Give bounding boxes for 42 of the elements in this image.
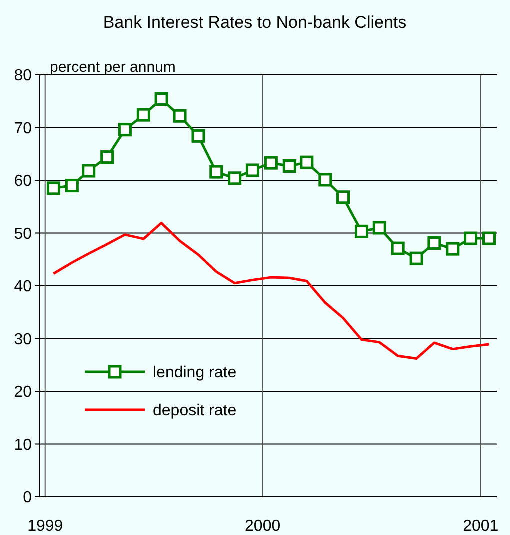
legend-label: lending rate — [153, 364, 237, 382]
y-tick-label: 30 — [14, 331, 32, 348]
point — [482, 232, 496, 246]
y-tick-label: 50 — [14, 226, 32, 243]
point — [228, 172, 242, 186]
point — [192, 129, 206, 143]
point — [464, 232, 478, 246]
point — [154, 92, 168, 106]
y-tick-label: 80 — [14, 68, 32, 85]
y-tick-label: 60 — [14, 173, 32, 190]
y-tick-label: 70 — [14, 120, 32, 138]
point — [318, 173, 332, 187]
point — [410, 252, 424, 266]
y-axis-title: percent per annum — [50, 59, 176, 76]
x-tick-label: 1999 — [28, 518, 64, 535]
line-series — [52, 222, 491, 360]
y-tick-label: 20 — [14, 384, 32, 402]
point — [82, 164, 96, 178]
point — [282, 160, 296, 174]
point — [100, 150, 114, 164]
point — [300, 156, 314, 170]
point — [372, 221, 386, 235]
point — [354, 224, 368, 238]
point — [246, 164, 260, 178]
chart-title: Bank Interest Rates to Non-bank Clients — [103, 13, 407, 32]
point — [210, 165, 224, 179]
point — [264, 156, 278, 170]
point — [46, 182, 60, 196]
point — [391, 242, 405, 256]
x-tick-label: 2001 — [463, 518, 499, 535]
point — [446, 242, 460, 256]
y-tick-label: 10 — [14, 436, 32, 454]
point — [336, 190, 350, 204]
point — [428, 236, 442, 250]
point — [118, 123, 132, 137]
point — [173, 109, 187, 123]
point — [65, 179, 79, 193]
point — [136, 108, 150, 122]
y-tick-label: 40 — [14, 278, 32, 296]
x-tick-label: 2000 — [245, 518, 281, 535]
y-tick-label: 0 — [23, 490, 32, 507]
legend-label: deposit rate — [153, 402, 237, 420]
